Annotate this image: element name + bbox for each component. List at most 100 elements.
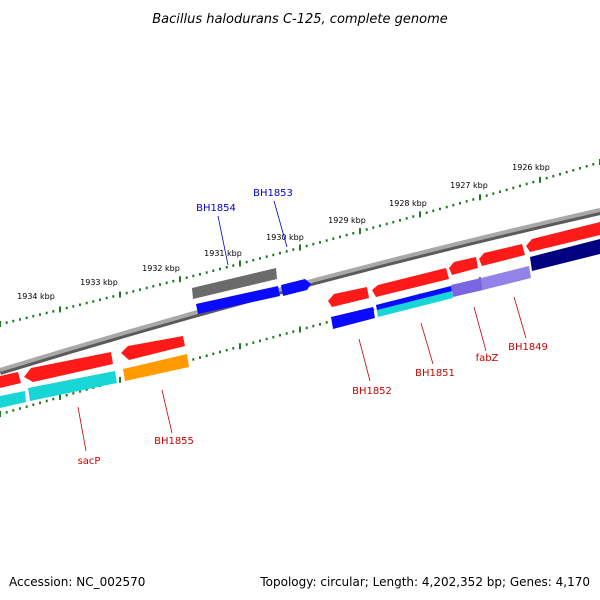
tick-mark [392,220,395,224]
tick-mark [25,316,28,320]
gene-label-bh1855: BH1855 [154,436,194,447]
tick-mark [312,324,315,328]
tick-mark [519,184,521,188]
tick-mark [192,358,195,361]
tick-mark [232,264,235,267]
gene-arrow [281,279,311,296]
tick-mark [245,260,248,264]
tick-mark [385,222,388,226]
tick-mark [65,306,68,310]
tick-mark [139,288,141,291]
tick-mark [425,211,428,214]
tick-mark [292,330,295,333]
gene-label-bh1851: BH1851 [415,368,455,379]
tick-mark [145,286,148,290]
tick-mark [152,285,155,288]
tick-mark [39,401,41,405]
tick-mark [219,267,221,271]
tick-mark [319,241,321,244]
tick-mark [405,217,408,220]
tick-mark [252,341,255,344]
tick-mark [379,224,381,228]
kbp-label-1928: 1928 kbp [389,199,427,208]
tick-mark [299,244,301,251]
tick-mark [239,343,241,350]
tick-mark [399,219,401,222]
tick-mark [565,170,568,174]
tick-mark [419,211,421,218]
tick-mark [192,274,195,278]
tick-mark [0,411,1,417]
tick-mark [245,343,248,346]
tick-mark [0,321,1,327]
tick-mark [59,393,61,400]
tick-mark [225,266,228,269]
reverse-strand-genes [0,239,600,408]
gene-labels: BH1854 BH1853 sacP BH1855 BH1852 BH1851 … [78,188,548,467]
gene-label-bh1849: BH1849 [508,342,548,353]
tick-mark [485,194,488,197]
tick-mark [345,233,348,237]
tick-mark [59,306,61,313]
tick-mark [579,167,581,170]
tick-mark [52,397,55,401]
tick-mark [85,388,88,391]
gene-arrow [0,372,21,388]
kbp-label-1931: 1931 kbp [204,249,242,258]
tick-mark [559,172,561,176]
tick-mark [32,403,35,406]
tick-mark [45,399,48,403]
gene-arrow [372,268,449,297]
gene-arrow [28,371,117,401]
gene-arrow [530,239,600,271]
gene-arrow [0,391,26,408]
tick-mark [225,348,228,352]
tick-mark [199,356,201,359]
tick-mark [265,255,268,258]
tick-mark [479,194,481,201]
leader-line [273,200,288,248]
gene-label-bh1852: BH1852 [352,386,392,397]
tick-mark [65,394,68,397]
gene-arrow [376,286,452,310]
tick-mark [185,276,188,279]
tick-mark [552,174,555,178]
tick-mark [505,188,508,192]
tick-mark [172,279,175,283]
tick-mark [285,332,288,335]
tick-mark [512,186,515,190]
gene-arrow [192,268,277,299]
gene-label-bh1853: BH1853 [253,188,293,199]
tick-mark [525,182,528,186]
gene-arrow [451,278,483,297]
tick-mark [472,198,475,201]
tick-mark [232,347,235,350]
tick-mark [545,176,548,180]
gene-arrow [24,352,113,382]
tick-mark [72,305,75,308]
kbp-labels: 1934 kbp 1933 kbp 1932 kbp 1931 kbp 1930… [17,163,550,301]
tick-mark [39,313,41,316]
tick-mark [572,169,575,172]
gene-arrow [121,336,185,360]
tick-mark [412,215,415,218]
tick-mark [312,242,315,246]
tick-mark [12,319,15,323]
tick-mark [219,350,221,354]
accession-text: Accession: NC_002570 [9,575,145,589]
tick-mark [592,163,595,166]
tick-mark [79,390,81,393]
gene-label-bh1854: BH1854 [196,203,236,214]
kbp-label-1933: 1933 kbp [80,278,118,287]
gene-label-leaders [77,200,527,452]
tick-mark [432,209,435,213]
tick-mark [119,376,121,383]
gene-arrow [479,244,525,266]
tick-mark [492,192,495,195]
kbp-label-1927: 1927 kbp [450,181,488,190]
tick-mark [12,409,15,412]
tick-mark [459,202,461,205]
tick-mark [272,253,275,257]
tick-mark [125,291,128,295]
tick-mark [305,244,308,248]
